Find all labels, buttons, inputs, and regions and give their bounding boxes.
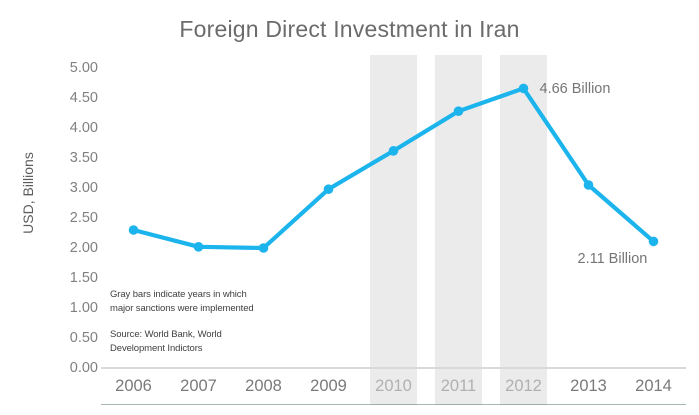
data-point-2010[interactable] — [388, 146, 399, 156]
y-axis-tick: 0.50 — [69, 330, 98, 346]
y-axis-tick: 1.50 — [69, 270, 98, 286]
data-point-2008[interactable] — [258, 243, 269, 253]
x-axis-tick-2007: 2007 — [180, 377, 217, 395]
y-axis-tick: 0.00 — [69, 360, 98, 376]
series-line — [131, 86, 656, 251]
data-point-2009[interactable] — [323, 184, 334, 194]
x-axis-tick-2011: 2011 — [440, 377, 477, 395]
data-point-2006[interactable] — [128, 225, 139, 235]
sanction-band-2010 — [369, 55, 418, 405]
x-axis-tick-2013: 2013 — [570, 377, 607, 395]
x-axis-tick-2012: 2012 — [505, 377, 542, 395]
x-axis-tick-2014: 2014 — [635, 377, 672, 395]
chart-title: Foreign Direct Investment in Iran — [179, 16, 520, 42]
y-axis-tick: 3.50 — [69, 150, 98, 166]
data-point-2012[interactable] — [518, 83, 529, 94]
annotation-sanctions-note: Gray bars indicate years in which major … — [110, 289, 254, 314]
y-axis-tick: 2.00 — [69, 240, 98, 256]
y-axis-tick-labels: 0.00 0.50 1.00 1.50 2.00 2.50 3.00 3.50 4.00 4.50… — [38, 0, 98, 415]
y-axis-tick: 4.50 — [69, 90, 98, 106]
x-axis-tick-2009: 2009 — [310, 377, 347, 395]
data-label-2012: 4.66 Billion — [539, 81, 611, 98]
chart-bottom-border — [101, 404, 686, 405]
data-point-2013[interactable] — [583, 180, 594, 190]
data-label-2014: 2.11 Billion — [577, 251, 648, 268]
data-point-2014[interactable] — [648, 236, 659, 247]
annotation-source-note: Source: World Bank, World Development In… — [110, 329, 222, 354]
x-axis-tick-2008: 2008 — [245, 377, 282, 395]
y-axis-tick: 2.50 — [69, 210, 98, 226]
data-point-2007[interactable] — [193, 242, 204, 252]
y-axis-tick: 5.00 — [69, 60, 98, 76]
series-markers — [128, 83, 659, 253]
x-axis-tick-2006: 2006 — [115, 377, 152, 395]
x-axis-line — [101, 367, 686, 369]
y-axis-tick: 3.00 — [69, 180, 98, 196]
x-axis-tick-2010: 2010 — [375, 377, 412, 395]
y-axis-tick: 1.00 — [69, 300, 98, 316]
data-point-2011[interactable] — [453, 106, 464, 116]
y-axis-tick: 4.00 — [69, 120, 98, 136]
